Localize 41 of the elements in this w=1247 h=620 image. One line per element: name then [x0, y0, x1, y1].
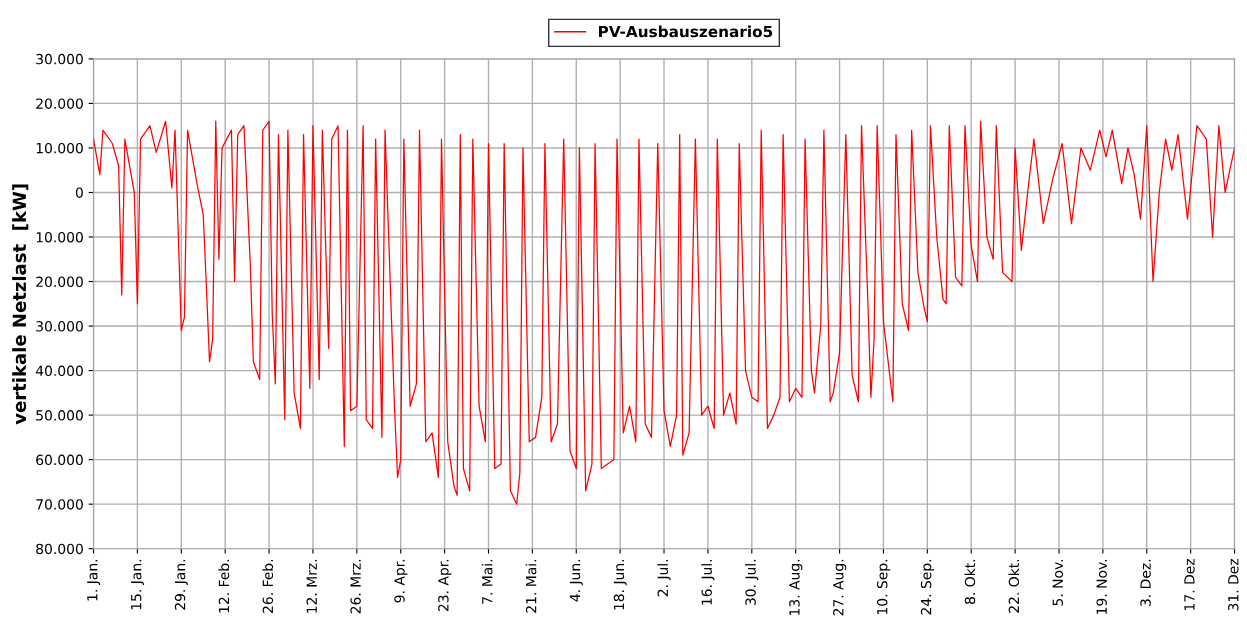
x-tick-label: 18. Jun.: [613, 559, 627, 610]
x-tick-label: 30. Jul.: [745, 559, 759, 606]
y-tick-label: 10.000: [36, 142, 83, 154]
y-axis-title: vertikale Netzlast [kW]: [12, 184, 29, 425]
y-tick-label: 20.000: [36, 276, 83, 288]
x-tick-label: 22. Okt.: [1008, 559, 1020, 613]
x-tick-label: 13. Aug.: [789, 559, 803, 615]
y-tick-label: 70.000: [36, 499, 83, 510]
x-tick-label: 12. Feb.: [218, 559, 230, 613]
y-tick-label: 30.000: [36, 321, 83, 332]
x-tick-label: 8. Okt.: [964, 559, 976, 604]
x-tick-label: 9. Apr.: [394, 559, 408, 603]
x-tick-label: 27. Aug.: [833, 559, 847, 616]
x-tick-label: 7. Mai.: [481, 559, 493, 604]
x-tick-label: 21. Mai.: [525, 559, 537, 613]
x-tick-label: 17. Dez: [1184, 559, 1195, 610]
x-tick-label: 24. Sep.: [920, 559, 935, 615]
x-tick-label: 1. Jan.: [87, 559, 101, 601]
y-tick-label: 0: [75, 187, 83, 198]
x-tick-label: 26. Mrz.: [350, 559, 361, 614]
x-tick-label: 23. Apr.: [438, 559, 452, 612]
x-tick-label: 29. Jan.: [174, 559, 188, 610]
x-tick-label: 31. Dez: [1228, 559, 1239, 611]
y-tick-label: 50.000: [36, 410, 83, 421]
x-tick-label: 3. Dez.: [1140, 559, 1151, 606]
y-tick-label: 20.000: [36, 98, 83, 109]
y-tick-label: 10.000: [36, 231, 83, 243]
x-tick-label: 19. Nov.: [1096, 559, 1107, 614]
legend-label: PV-Ausbauszenario5: [599, 25, 773, 38]
y-tick-label: 80.000: [36, 543, 83, 555]
x-tick-label: 15. Jan.: [131, 559, 145, 610]
x-tick-label: 16. Jul.: [701, 559, 715, 605]
x-tick-label: 5. Nov.: [1052, 559, 1064, 606]
x-tick-label: 12. Mrz.: [306, 559, 317, 613]
x-tick-label: 2. Jul.: [657, 559, 671, 597]
y-tick-label: 40.000: [35, 365, 83, 377]
x-tick-label: 10. Sep.: [876, 559, 891, 614]
y-tick-label: 60.000: [36, 454, 83, 466]
x-tick-label: 26. Feb.: [262, 559, 274, 613]
y-tick-label: 30.000: [36, 53, 83, 65]
x-tick-label: 4. Jun.: [569, 559, 583, 602]
